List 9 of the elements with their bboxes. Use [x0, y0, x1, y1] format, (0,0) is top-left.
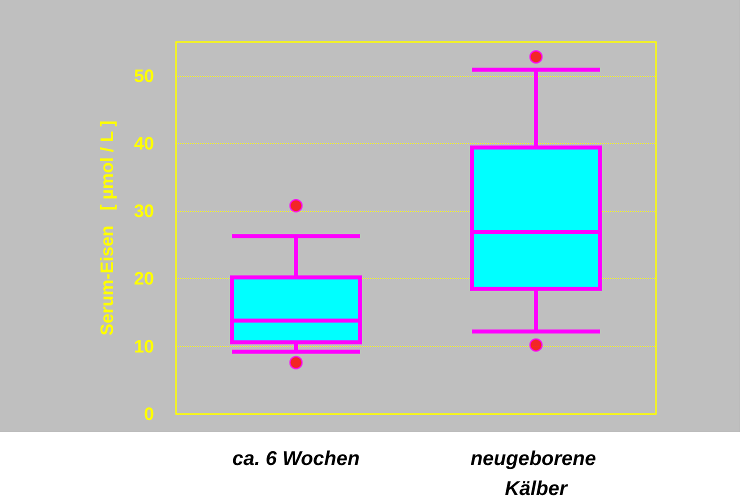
y-tick-label: 20 [134, 268, 154, 289]
x-tick-label: ca. 6 Wochen [232, 448, 360, 470]
y-tick-label: 40 [134, 133, 154, 154]
y-tick-label: 30 [134, 201, 154, 222]
y-axis-title: Serum-Eisen [ µmol / L ] [97, 120, 117, 336]
y-tick-label: 50 [134, 66, 154, 86]
y-tick-label: 0 [144, 404, 154, 424]
x-tick-label: neugeborene Kälber [470, 448, 602, 500]
y-tick-label: 10 [134, 336, 154, 356]
